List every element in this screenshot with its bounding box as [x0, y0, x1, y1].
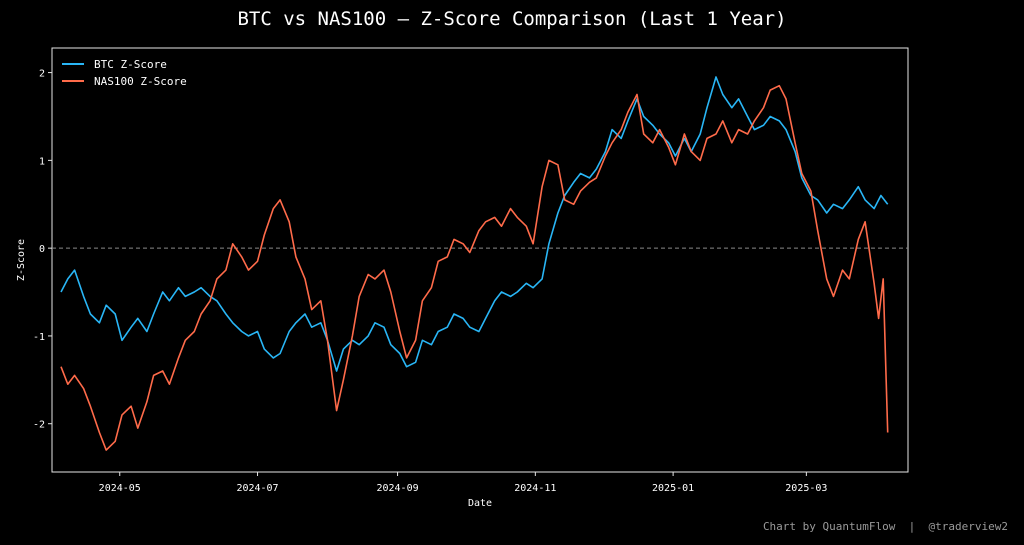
y-tick-label: -1	[33, 332, 45, 343]
series-line-btc	[60, 76, 889, 372]
x-axis: 2024-05 2024-07 2024-09 2024-11 2025-01 2025-…	[99, 472, 827, 494]
series-line-nas100	[60, 84, 889, 451]
y-axis-label: Z-Score	[16, 239, 27, 281]
legend-label: BTC Z-Score	[94, 58, 167, 71]
x-tick-label: 2025-01	[652, 483, 694, 494]
legend: BTC Z-Score NAS100 Z-Score	[62, 58, 187, 88]
footer-separator: |	[908, 520, 916, 533]
y-tick-label: 1	[39, 156, 45, 167]
x-tick-label: 2024-09	[376, 483, 418, 494]
x-tick-label: 2025-03	[785, 483, 827, 494]
x-tick-label: 2024-07	[236, 483, 278, 494]
x-tick-label: 2024-11	[514, 483, 556, 494]
chart-title: BTC vs NAS100 – Z-Score Comparison (Last…	[237, 8, 787, 30]
y-tick-label: 2	[39, 69, 45, 80]
x-tick-label: 2024-05	[99, 483, 141, 494]
y-tick-label: 0	[39, 244, 45, 255]
footer-credit-text: Chart by QuantumFlow	[762, 520, 896, 533]
plot-frame	[51, 47, 909, 473]
footer-credit: Chart by QuantumFlow | @traderview2	[763, 520, 1008, 533]
y-axis: -2 -1 0 1 2	[33, 69, 52, 431]
x-axis-label: Date	[468, 498, 492, 509]
legend-label: NAS100 Z-Score	[94, 75, 187, 88]
series-layer	[60, 76, 889, 451]
y-tick-label: -2	[33, 420, 45, 431]
footer-handle: @traderview2	[928, 520, 1008, 533]
